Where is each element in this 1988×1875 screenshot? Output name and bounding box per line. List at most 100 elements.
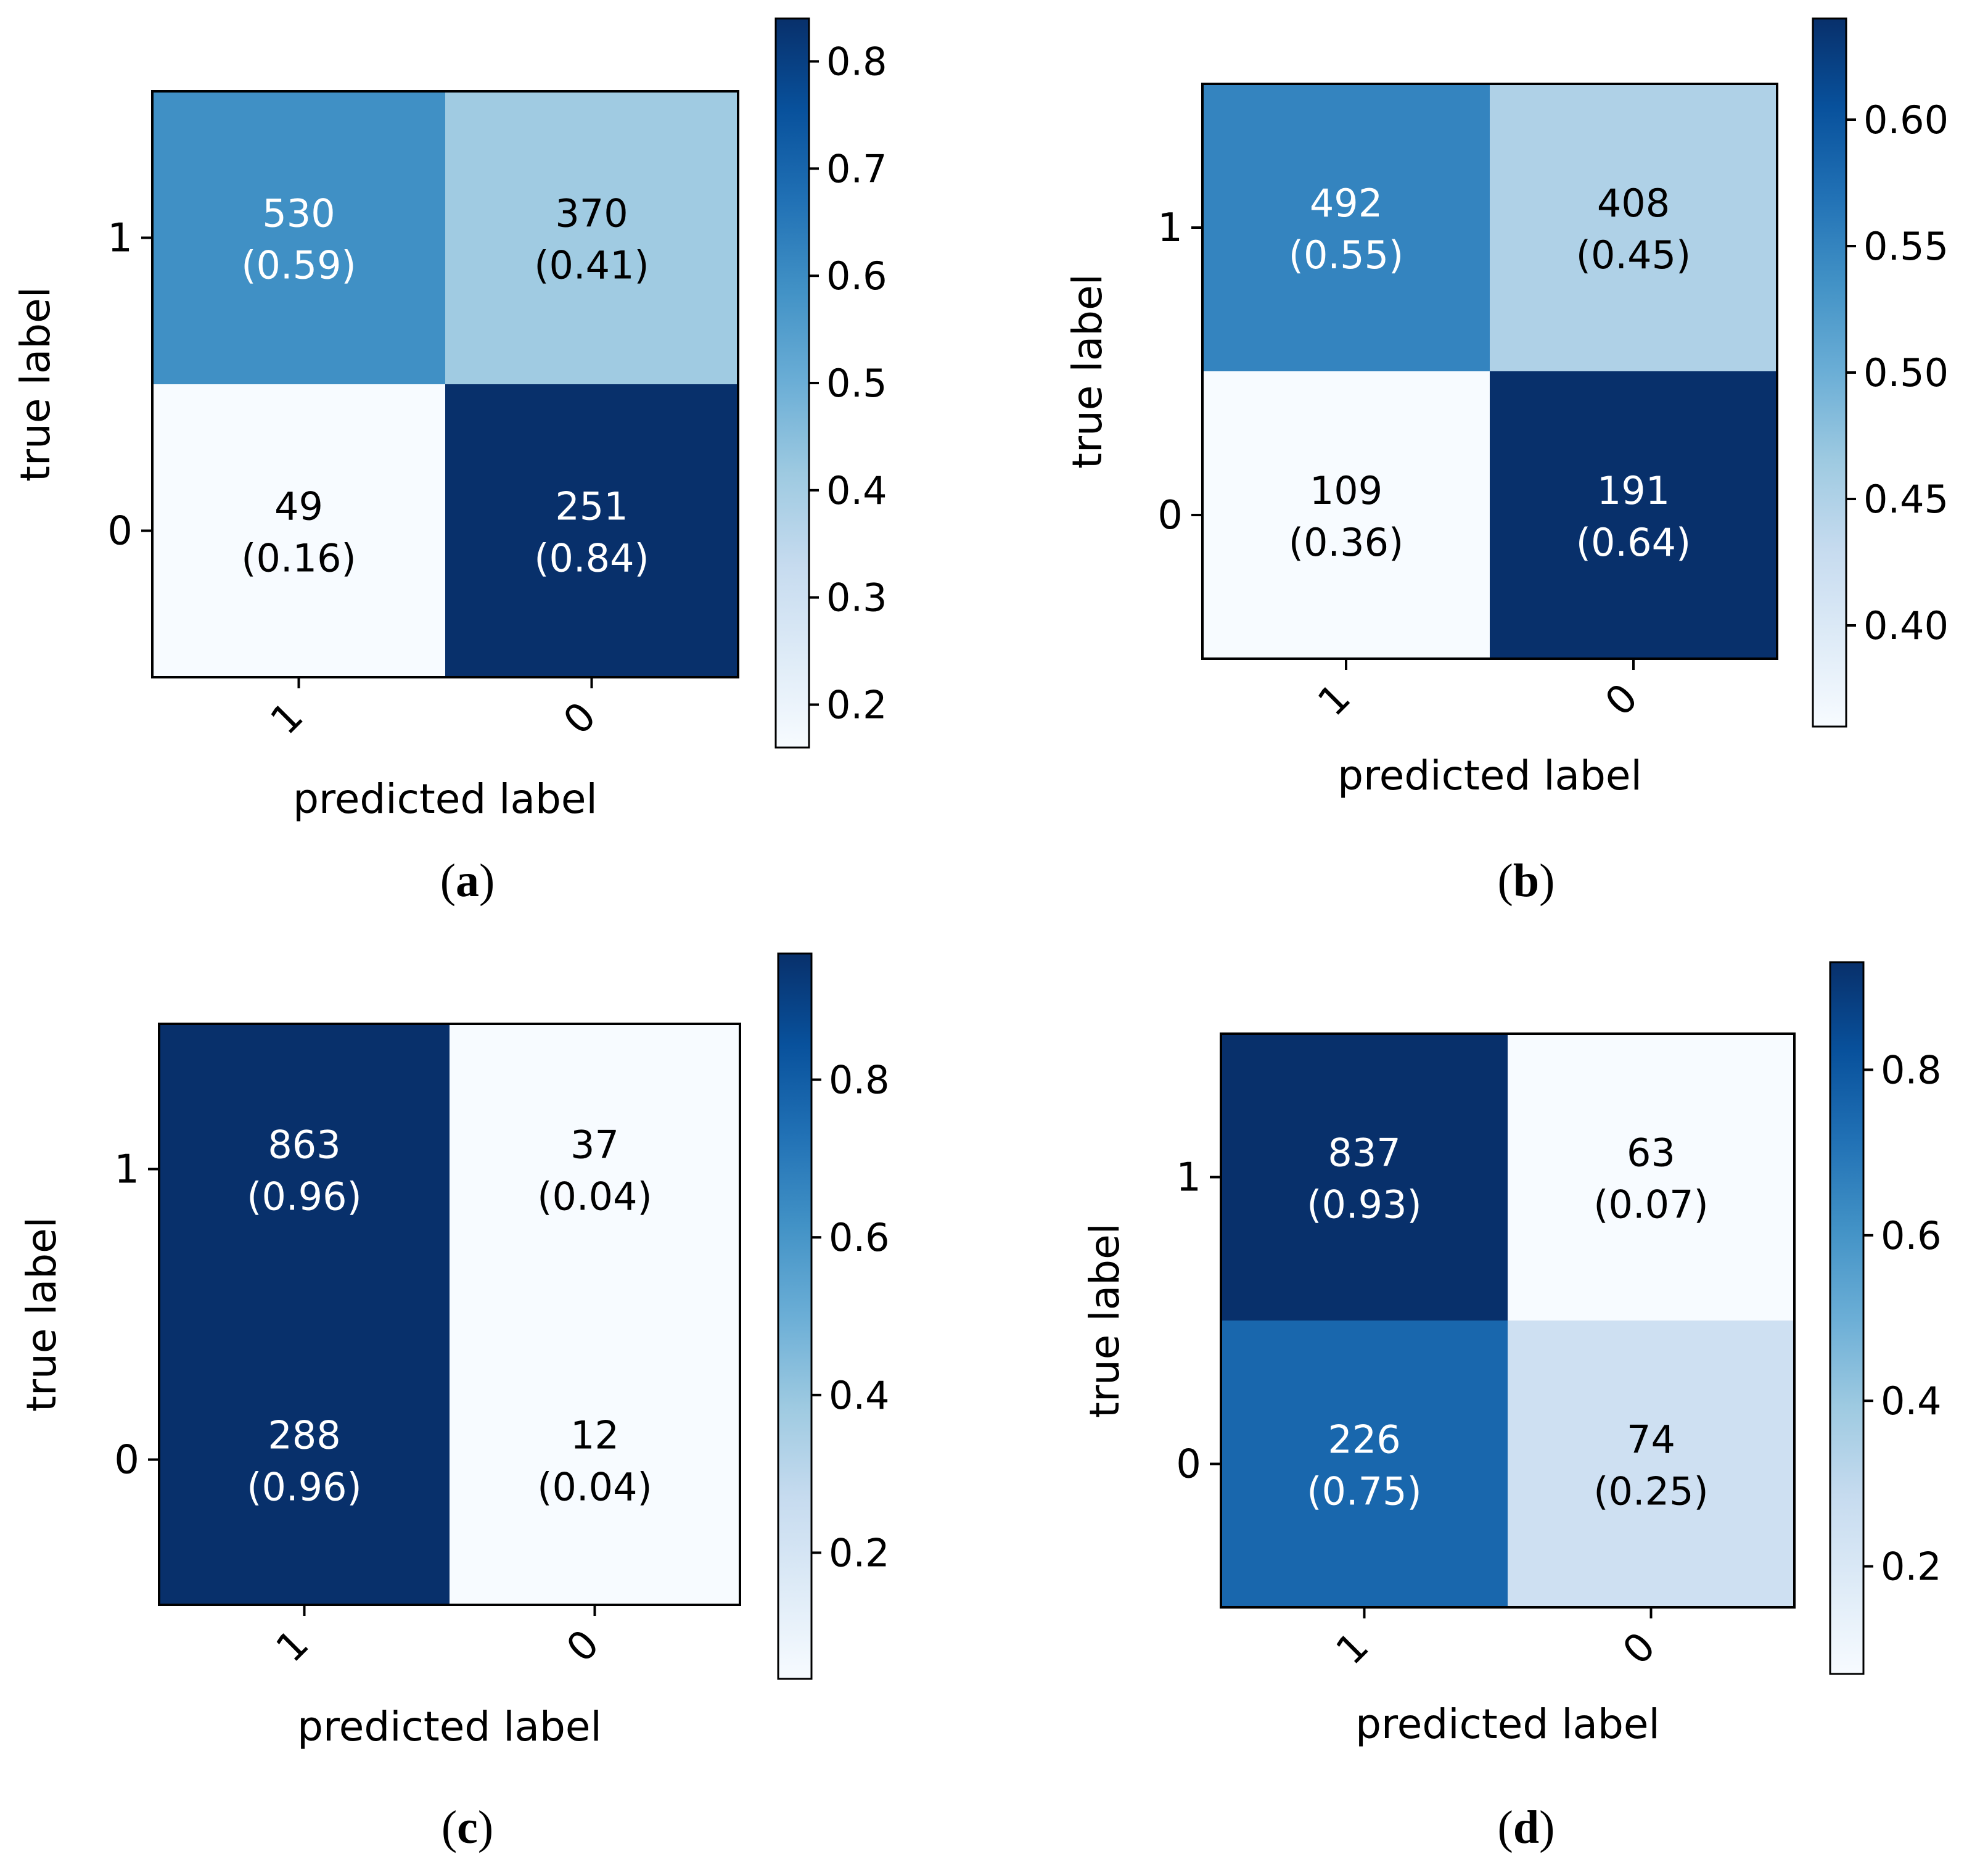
cm-d-colorbar-tick-label-1: 0.4 (1881, 1378, 1942, 1424)
cm-d-count-1-1: 837 (1328, 1131, 1400, 1176)
cm-a-colorbar (774, 17, 810, 749)
cm-b-ytick-label-0: 0 (1157, 493, 1183, 538)
cm-b-ratio-0-0: (0.64) (1576, 520, 1691, 565)
cm-b-xlabel: predicted label (1337, 752, 1642, 799)
cm-a-ytick-label-0: 0 (107, 509, 133, 554)
cm-a-cell-0-0 (445, 384, 738, 677)
panel-label-d: (d) (1497, 1802, 1555, 1853)
cm-a-count-1-0: 370 (555, 191, 628, 236)
cm-b-ratio-0-1: (0.36) (1289, 520, 1403, 565)
cm-c-colorbar-tick-label-3: 0.8 (829, 1058, 890, 1103)
cm-a-cell-1-1 (152, 91, 445, 384)
cm-b-cell-1-1 (1202, 84, 1490, 371)
cm-a-xtick-label-1: 1 (262, 694, 312, 744)
cm-d-colorbar-tick-label-3: 0.8 (1881, 1047, 1942, 1092)
cm-d-ylabel: true label (1081, 1223, 1128, 1418)
cm-a-cell-0-1 (152, 384, 445, 677)
cm-c-ratio-1-1: (0.96) (247, 1174, 361, 1219)
cm-b-cell-1-0 (1490, 84, 1777, 371)
cm-a-ratio-1-1: (0.59) (241, 243, 356, 288)
cm-d-ratio-0-1: (0.75) (1307, 1469, 1421, 1514)
cm-c-ratio-1-0: (0.04) (537, 1174, 652, 1219)
cm-a-colorbar-tick-label-3: 0.5 (826, 361, 887, 406)
cm-d-cell-0-0 (1508, 1321, 1794, 1607)
cm-b-ytick-label-1: 1 (1157, 205, 1183, 251)
cm-a-ytick-label-1: 1 (107, 216, 133, 262)
cm-c-xlabel: predicted label (297, 1703, 602, 1750)
cm-b-ratio-1-1: (0.55) (1289, 233, 1403, 278)
cm-a-xtick-label-0: 0 (555, 694, 605, 744)
cm-c-ylabel: true label (18, 1217, 65, 1412)
cm-c-cell-0-1 (159, 1314, 450, 1605)
cm-b-frame (1201, 83, 1778, 660)
cm-a-colorbar-tick-label-0: 0.2 (826, 682, 887, 727)
cm-b-xtick-label-0: 0 (1597, 675, 1647, 725)
cm-d-frame (1220, 1032, 1796, 1609)
cm-b-count-0-0: 191 (1597, 468, 1670, 513)
cm-d-ratio-1-0: (0.07) (1593, 1182, 1708, 1227)
cm-d-colorbar-tick-label-0: 0.2 (1881, 1544, 1942, 1589)
cm-d-ratio-1-1: (0.93) (1307, 1182, 1421, 1227)
cm-a-ylabel: true label (12, 287, 59, 482)
cm-d-ytick-label-0: 0 (1176, 1442, 1201, 1488)
cm-b-count-1-1: 492 (1310, 181, 1382, 226)
panel-label-b: (b) (1497, 855, 1555, 907)
cm-c-colorbar-tick-label-0: 0.2 (829, 1530, 890, 1575)
cm-d-ratio-0-0: (0.25) (1593, 1469, 1708, 1514)
cm-b-xtick-label-1: 1 (1310, 675, 1360, 725)
cm-d-count-1-0: 63 (1627, 1131, 1675, 1176)
cm-a-ratio-1-0: (0.41) (534, 243, 649, 288)
cm-b-colorbar-tick-label-1: 0.45 (1863, 477, 1949, 522)
cm-c-count-1-0: 37 (570, 1123, 619, 1168)
cm-b-colorbar-tick-label-0: 0.40 (1863, 603, 1949, 648)
cm-c-cell-1-1 (159, 1024, 450, 1314)
cm-c-frame (158, 1023, 741, 1606)
cm-a-ratio-0-1: (0.16) (241, 536, 356, 581)
cm-c-count-0-0: 12 (570, 1413, 619, 1458)
cm-b-ratio-1-0: (0.45) (1576, 233, 1691, 278)
cm-c-cell-0-0 (450, 1314, 740, 1605)
cm-d-colorbar-tick-label-2: 0.6 (1881, 1213, 1942, 1258)
cm-d-xlabel: predicted label (1355, 1700, 1660, 1748)
panel-label-a: (a) (440, 855, 495, 907)
cm-d-xtick-label-1: 1 (1328, 1624, 1378, 1674)
cm-a-count-1-1: 530 (262, 191, 335, 236)
cm-a-cell-1-0 (445, 91, 738, 384)
cm-b-count-0-1: 109 (1310, 468, 1382, 513)
cm-c-count-1-1: 863 (268, 1123, 340, 1168)
cm-a-colorbar-tick-label-4: 0.6 (826, 253, 887, 299)
cm-b-count-1-0: 408 (1597, 181, 1670, 226)
cm-d-cell-1-1 (1221, 1034, 1508, 1321)
cm-b-colorbar-tick-label-3: 0.55 (1863, 224, 1949, 269)
cm-c-count-0-1: 288 (268, 1413, 340, 1458)
cm-a-colorbar-tick-label-5: 0.7 (826, 146, 887, 191)
cm-b-colorbar-tick-label-2: 0.50 (1863, 350, 1949, 395)
cm-d-ytick-label-1: 1 (1176, 1155, 1201, 1201)
cm-c-ratio-0-0: (0.04) (537, 1465, 652, 1510)
cm-c-ytick-label-0: 0 (114, 1438, 139, 1483)
cm-c-ytick-label-1: 1 (114, 1147, 139, 1193)
cm-d-count-0-0: 74 (1627, 1417, 1675, 1462)
cm-b-colorbar-tick-label-4: 0.60 (1863, 97, 1949, 142)
cm-a-colorbar-tick-label-6: 0.8 (826, 39, 887, 84)
cm-c-colorbar-tick-label-2: 0.6 (829, 1215, 890, 1260)
cm-c-xtick-label-1: 1 (268, 1622, 318, 1671)
cm-a-count-0-1: 49 (274, 484, 323, 529)
cm-a-colorbar-tick-label-2: 0.4 (826, 468, 887, 513)
cm-a-ratio-0-0: (0.84) (534, 536, 649, 581)
cm-a-count-0-0: 251 (555, 484, 628, 529)
cm-c-colorbar-tick-label-1: 0.4 (829, 1373, 890, 1418)
cm-b-colorbar (1812, 17, 1847, 728)
cm-a-xlabel: predicted label (293, 775, 598, 823)
cm-d-cell-1-0 (1508, 1034, 1794, 1321)
cm-d-cell-0-1 (1221, 1321, 1508, 1607)
cm-c-cell-1-0 (450, 1024, 740, 1314)
cm-a-frame (151, 90, 739, 678)
cm-c-colorbar (777, 952, 813, 1680)
cm-c-ratio-0-1: (0.96) (247, 1465, 361, 1510)
cm-d-xtick-label-0: 0 (1614, 1624, 1664, 1674)
cm-b-cell-0-0 (1490, 371, 1777, 659)
panel-label-c: (c) (441, 1802, 494, 1853)
cm-a-colorbar-tick-label-1: 0.3 (826, 575, 887, 620)
